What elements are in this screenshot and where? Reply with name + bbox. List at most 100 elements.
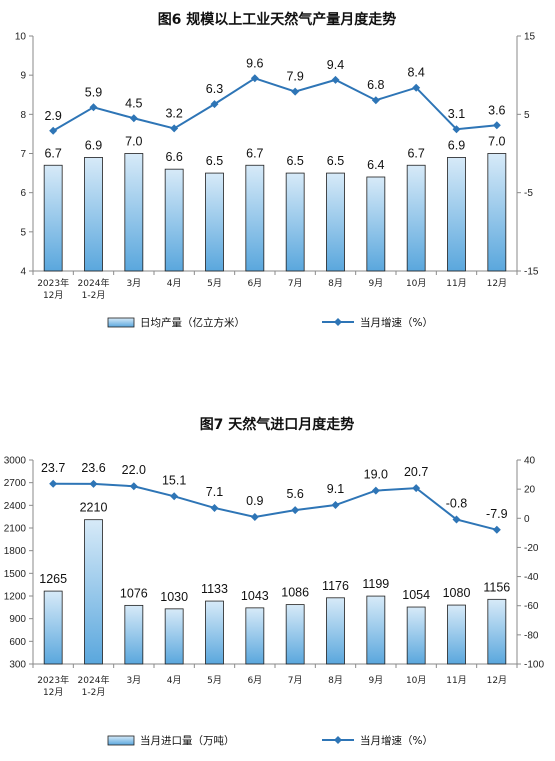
line-point [210, 100, 219, 109]
bar [326, 597, 345, 665]
line-point [170, 124, 179, 133]
line-point [452, 515, 461, 524]
y-left-tick-label: 300 [9, 660, 26, 671]
bar-value-label: 6.5 [206, 154, 223, 168]
line-value-label: 7.1 [206, 485, 223, 499]
chart-gas-production: 图6 规模以上工业天然气产量月度走势 4 5 6 7 8 9 10 -15 -5 5 15 6.7 6.9… [15, 11, 539, 329]
y-left-tick-label: 3000 [4, 456, 27, 467]
y-right-tick-label: -15 [524, 267, 539, 278]
x-tick-label: 2023年 12月 [37, 674, 69, 698]
y-left-tick-label: 600 [9, 637, 26, 648]
bar [447, 157, 466, 272]
growth-line [53, 482, 498, 531]
line-value-label: 23.6 [81, 461, 105, 475]
x-tick-label: 2023年 12月 [37, 277, 69, 301]
bar [124, 153, 144, 272]
legend-line-marker [334, 318, 342, 326]
bar-value-label: 6.7 [44, 146, 61, 160]
bar-value-label: 1133 [201, 582, 228, 596]
bar-value-label: 6.7 [407, 146, 424, 160]
line-value-label: 8.4 [407, 66, 424, 80]
bar-value-label: 1080 [443, 586, 471, 600]
line-value-label: 3.1 [448, 107, 465, 121]
bar-value-label: 1043 [241, 589, 269, 603]
y-right-tick-label: 5 [524, 110, 530, 121]
y-left-tick-label: 9 [20, 71, 26, 82]
bar-value-label: 1265 [39, 572, 67, 586]
line-value-label: 19.0 [364, 468, 388, 482]
x-tick-label: 6月 [247, 675, 262, 686]
line-value-label: 7.9 [286, 70, 303, 84]
line-value-label: 20.7 [404, 465, 428, 479]
bar [84, 519, 103, 665]
x-tick-label: 5月 [207, 675, 222, 686]
bar-value-label: 7.0 [125, 135, 142, 149]
x-tick-label: 2024年 1-2月 [78, 674, 110, 698]
line-value-label: -0.8 [446, 496, 468, 510]
bar [285, 604, 305, 665]
chart-title: 图7 天然气进口月度走势 [200, 416, 355, 433]
line-point [170, 492, 179, 501]
line-point [250, 74, 259, 83]
bar-value-label: 1076 [120, 586, 148, 600]
y-left-tick-label: 2100 [4, 524, 27, 535]
bar [43, 164, 63, 272]
legend-line-label: 当月增速（%） [360, 734, 433, 747]
line-point [129, 114, 138, 123]
line-value-label: 9.4 [327, 58, 344, 72]
bar [245, 607, 265, 665]
x-tick-label: 12月 [487, 278, 507, 289]
line-value-label: 2.9 [44, 109, 61, 123]
line-value-label: 3.6 [488, 103, 505, 117]
y-right-tick-label: 15 [524, 32, 536, 43]
line-point [210, 503, 219, 512]
bar [406, 606, 426, 665]
line-point [412, 484, 421, 493]
bar-value-label: 1176 [322, 579, 349, 593]
line-value-label: 6.8 [367, 78, 384, 92]
y-right-tick-label: 20 [524, 485, 536, 496]
bar [487, 598, 507, 665]
bar-value-label: 1030 [160, 590, 188, 604]
bar-value-label: 1156 [483, 580, 510, 594]
y-right-tick-label: -5 [524, 188, 533, 199]
legend-line-marker [334, 736, 342, 744]
x-tick-label: 7月 [288, 278, 303, 289]
x-tick-label: 3月 [126, 675, 141, 686]
legend-line-label: 当月增速（%） [360, 316, 433, 329]
line-value-label: 4.5 [125, 96, 142, 110]
line-point [291, 506, 300, 515]
bar [366, 595, 386, 665]
y-left-tick-label: 8 [20, 110, 26, 121]
legend-bar-label: 当月进口量（万吨） [140, 734, 235, 747]
x-tick-label: 4月 [167, 675, 182, 686]
y-left-tick-label: 7 [20, 149, 26, 160]
x-tick-label: 11月 [446, 278, 466, 289]
y-right-tick-label: -100 [524, 660, 544, 671]
growth-line [52, 77, 497, 132]
x-tick-label: 12月 [487, 675, 507, 686]
line-value-label: 15.1 [162, 473, 186, 487]
line-value-label: 23.7 [41, 461, 65, 475]
line-value-label: 3.2 [165, 106, 182, 120]
bar [326, 172, 345, 272]
line-point [49, 126, 58, 135]
x-tick-label: 11月 [446, 675, 466, 686]
bar [205, 172, 224, 272]
bar [43, 590, 63, 665]
line-point [371, 486, 380, 495]
y-left-tick-label: 4 [20, 267, 26, 278]
y-right-tick-label: -40 [524, 572, 539, 583]
line-value-label: 9.1 [327, 482, 344, 496]
bar-value-label: 2210 [80, 501, 108, 515]
y-left-tick-label: 900 [9, 614, 26, 625]
bar [487, 153, 507, 272]
bar-value-label: 1054 [402, 588, 430, 602]
line-point [452, 125, 461, 134]
x-tick-label: 5月 [207, 278, 222, 289]
y-left-tick-label: 1200 [4, 592, 27, 603]
y-left-tick-label: 1500 [4, 569, 27, 580]
bar-value-label: 6.9 [85, 138, 102, 152]
bar [245, 164, 265, 272]
